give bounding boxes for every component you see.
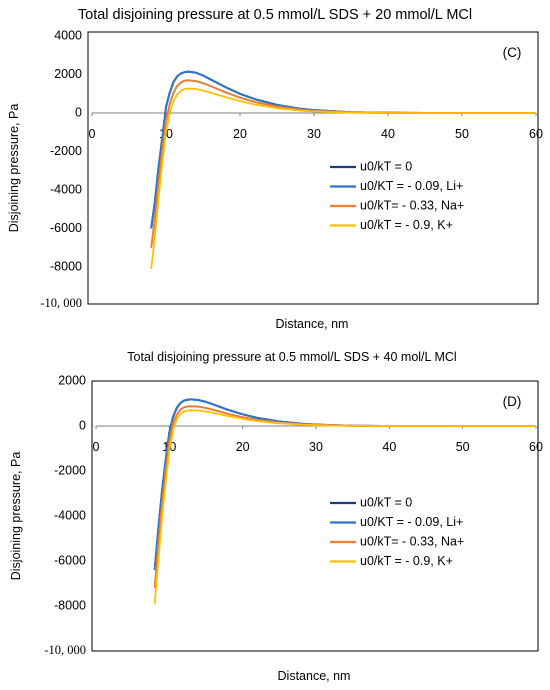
plot-frame [87,31,539,305]
x-tick-label: 60 [529,440,543,454]
y-tick-label: -4000 [54,508,86,522]
y-tick-label: -8000 [54,598,86,612]
legend-label-1: u0/kT = 0 [360,495,412,509]
x-tick-label: 20 [233,127,247,141]
x-tick-label: 20 [236,440,250,454]
chart-title: Total disjoining pressure at 0.5 mmol/L … [127,350,456,364]
y-axis-bottom-label: -10, 000 [44,643,86,657]
y-tick-label: -4000 [50,182,82,196]
legend-label-2: u0/KT = - 0.09, Li+ [360,179,463,193]
x-tick-label: 30 [309,440,323,454]
legend-label-4: u0/kT = - 0.9, K+ [360,554,453,568]
legend-label-1: u0/kT = 0 [360,159,412,173]
legend-label-4: u0/kT = - 0.9, K+ [360,218,453,232]
y-tick-label: -2000 [54,463,86,477]
chart-title: Total disjoining pressure at 0.5 mmol/L … [78,7,472,23]
y-axis-title: Disjoining pressure, Pa [7,104,21,233]
y-tick-label: -8000 [50,259,82,273]
chart-c: Total disjoining pressure at 0.5 mmol/L … [7,7,543,331]
y-tick-label: -2000 [50,144,82,158]
y-tick-label: -6000 [54,553,86,567]
y-tick-label: 0 [79,418,86,432]
y-tick-label: 4000 [54,28,82,42]
x-axis-title: Distance, nm [278,669,351,683]
x-tick-label: 40 [382,440,396,454]
series-line-4 [150,87,536,270]
legend-label-3: u0/kT= - 0.33, Na+ [360,534,464,548]
y-tick-label: 0 [75,105,82,119]
chart-d: Total disjoining pressure at 0.5 mmol/L … [9,350,543,683]
series-line-4 [153,409,536,604]
x-tick-label: 0 [93,440,100,454]
x-tick-label: 40 [381,127,395,141]
legend-label-3: u0/kT= - 0.33, Na+ [360,198,464,212]
series-line-3 [150,79,536,248]
x-axis-title: Distance, nm [276,317,349,331]
plot-frame [91,380,539,652]
legend-label-2: u0/KT = - 0.09, Li+ [360,515,463,529]
y-tick-label: -6000 [50,221,82,235]
x-tick-label: 50 [456,440,470,454]
x-tick-label: 50 [455,127,469,141]
y-tick-label: 2000 [58,373,86,387]
panel-label: (D) [503,394,522,409]
y-axis-title: Disjoining pressure, Pa [9,452,23,581]
y-tick-label: 2000 [54,67,82,81]
x-tick-label: 30 [307,127,321,141]
y-axis-bottom-label: -10, 000 [40,296,82,310]
x-tick-label: 60 [529,127,543,141]
panel-label: (C) [503,45,522,60]
x-tick-label: 0 [89,127,96,141]
